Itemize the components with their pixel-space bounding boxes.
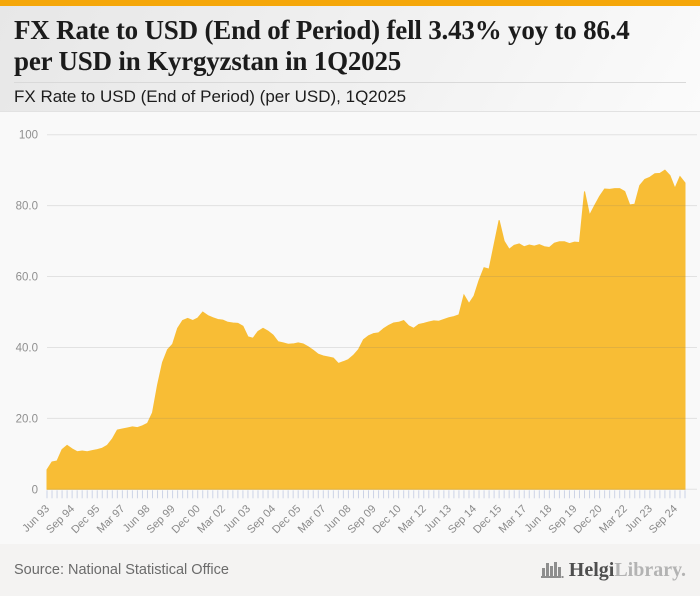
y-tick-label: 20.0 xyxy=(16,413,38,425)
x-tick-label: Mar 97 xyxy=(95,503,128,536)
x-tick-label: Mar 07 xyxy=(296,503,329,536)
source-label: Source: National Statistical Office xyxy=(14,562,229,578)
accent-bar xyxy=(0,0,700,6)
bar-chart-logo-icon xyxy=(540,562,564,578)
title-separator xyxy=(14,82,686,83)
y-tick-label: 0 xyxy=(32,484,38,496)
y-tick-label: 60.0 xyxy=(16,272,38,284)
area-series xyxy=(46,169,686,490)
x-tick-label: Mar 12 xyxy=(396,503,429,536)
y-tick-label: 100 xyxy=(19,130,38,142)
helgi-library-logo: HelgiLibrary. xyxy=(540,559,686,582)
x-tick-label: Mar 17 xyxy=(497,503,530,536)
x-tick-label: Mar 02 xyxy=(195,503,228,536)
logo-text-library: Library. xyxy=(614,558,686,581)
footer: Source: National Statistical Office Helg… xyxy=(0,544,700,596)
x-tick-label: Sep 24 xyxy=(647,503,680,536)
chart-area: 100 80.0 60.0 40.0 20.0 0 Jun 93 Sep 94 Dec 95 Ma… xyxy=(0,112,700,544)
header: FX Rate to USD (End of Period) fell 3.43… xyxy=(0,6,700,112)
logo-text-helgi: Helgi xyxy=(568,558,615,581)
y-tick-label: 40.0 xyxy=(16,342,38,354)
y-tick-label: 80.0 xyxy=(16,201,38,213)
page-title-line-1: FX Rate to USD (End of Period) fell 3.43… xyxy=(14,15,630,45)
chart-subtitle: FX Rate to USD (End of Period) (per USD)… xyxy=(14,87,407,106)
page-title-line-2: per USD in Kyrgyzstan in 1Q2025 xyxy=(14,46,402,76)
x-tick-label: Mar 22 xyxy=(597,503,630,536)
logo-text: HelgiLibrary. xyxy=(569,559,686,582)
